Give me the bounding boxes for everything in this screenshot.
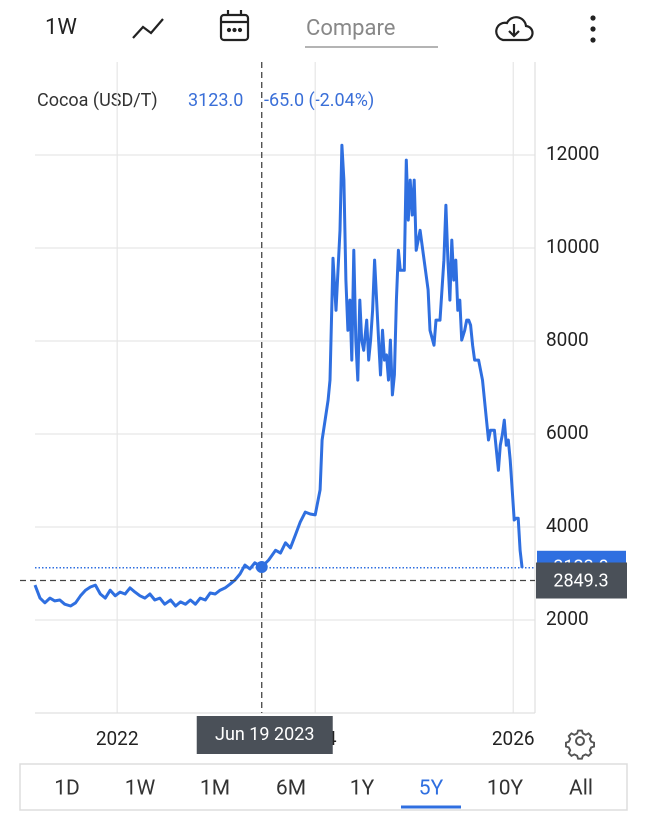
- legend-change: -65.0 (-2.04%): [264, 90, 374, 111]
- range-buttons: 1D 1W 1M 6M 1Y 5Y 10Y All: [54, 777, 593, 809]
- download-icon[interactable]: [495, 16, 534, 42]
- menu-icon[interactable]: [590, 15, 596, 43]
- calendar-icon[interactable]: [219, 10, 250, 42]
- y-tick-label: 10000: [546, 235, 599, 258]
- crosshair-x-box: [196, 716, 333, 754]
- range-button[interactable]: 5Y: [419, 777, 444, 801]
- legend-name: Cocoa (USD/T): [37, 90, 158, 111]
- crosshair-y-label: 2849.3: [553, 570, 608, 591]
- price-line: [33, 143, 524, 608]
- x-tick-label: 2022: [96, 727, 139, 750]
- range-bar: [19, 763, 628, 811]
- plot: 2000400060008000100001200020222024202631…: [20, 62, 627, 754]
- range-button[interactable]: 1Y: [350, 777, 375, 801]
- compare-input[interactable]: Compare: [306, 16, 395, 41]
- range-button[interactable]: 6M: [276, 777, 306, 801]
- crosshair-point: [255, 560, 268, 573]
- y-tick-label: 4000: [546, 514, 589, 537]
- chart-type-icon[interactable]: [132, 18, 164, 39]
- range-button[interactable]: 1M: [200, 777, 230, 801]
- crosshair-y-box: [536, 562, 627, 599]
- legend-price: 3123.0: [188, 90, 243, 111]
- interval-button[interactable]: 1W: [45, 15, 77, 40]
- y-tick-label: 2000: [546, 607, 589, 630]
- y-tick-label: 12000: [546, 142, 599, 165]
- range-button[interactable]: All: [569, 777, 593, 801]
- crosshair-x-label: Jun 19 2023: [215, 724, 314, 745]
- range-button[interactable]: 1W: [125, 777, 156, 801]
- range-button[interactable]: 10Y: [487, 777, 524, 801]
- range-button[interactable]: 1D: [54, 777, 80, 801]
- y-tick-label: 6000: [546, 421, 589, 444]
- y-tick-label: 8000: [546, 328, 589, 351]
- settings-icon[interactable]: [564, 729, 596, 760]
- x-tick-label: 2026: [492, 727, 535, 750]
